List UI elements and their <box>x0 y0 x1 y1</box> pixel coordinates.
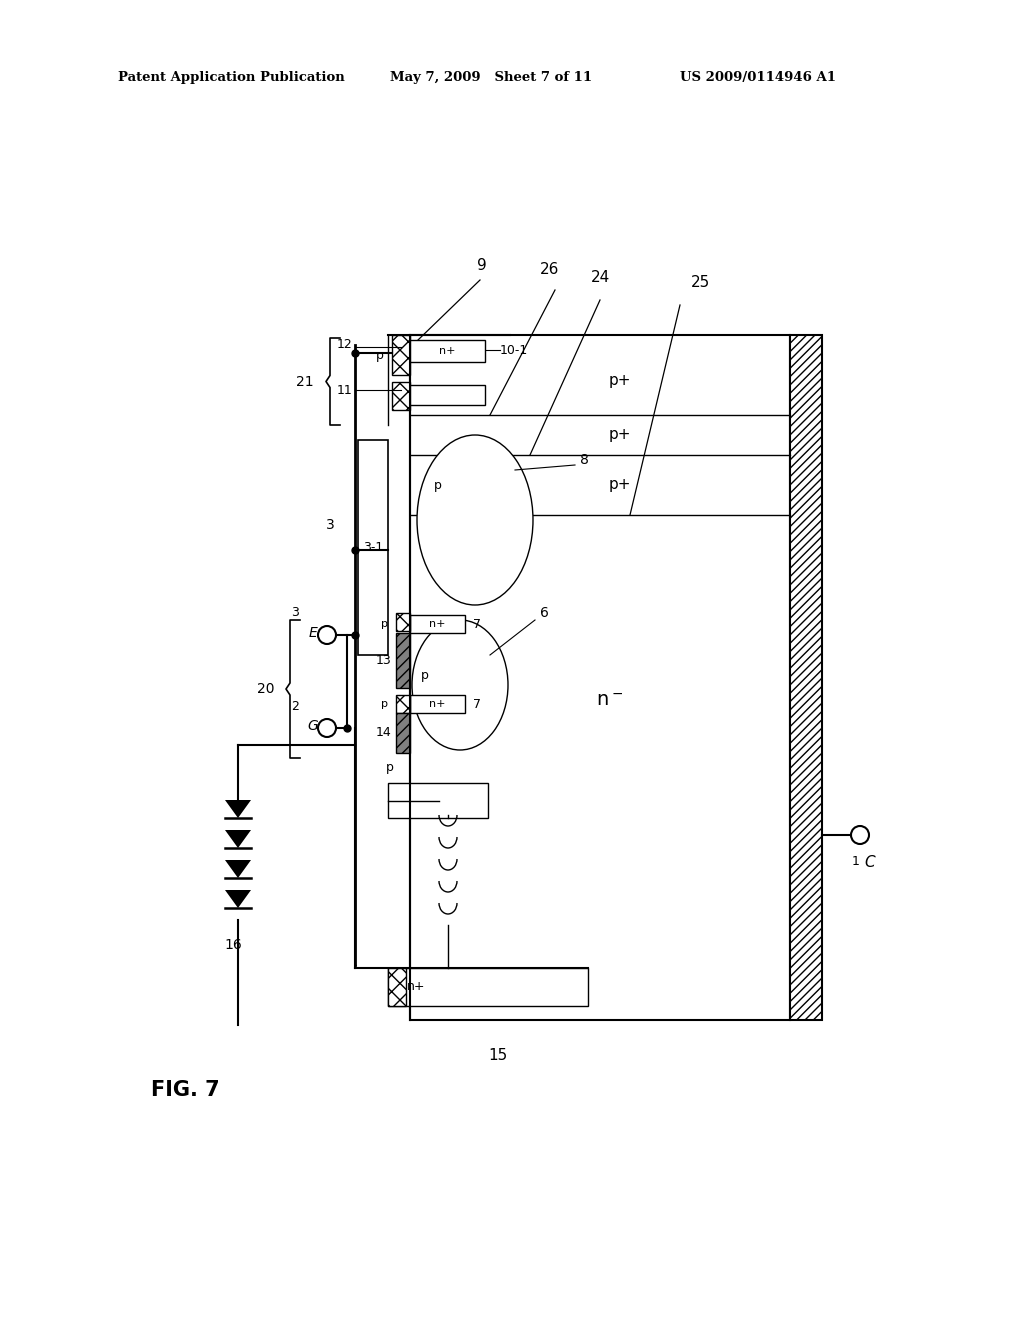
Text: Patent Application Publication: Patent Application Publication <box>118 71 345 84</box>
Text: n+: n+ <box>429 700 445 709</box>
Text: 3-1: 3-1 <box>362 541 383 554</box>
Text: p: p <box>382 700 388 709</box>
Bar <box>396 713 410 752</box>
Text: 21: 21 <box>296 375 314 388</box>
Bar <box>410 696 465 713</box>
Bar <box>392 381 410 411</box>
Polygon shape <box>225 800 251 818</box>
Bar <box>388 783 488 818</box>
Text: 16: 16 <box>224 939 242 952</box>
Polygon shape <box>225 830 251 847</box>
Polygon shape <box>225 861 251 878</box>
Text: p: p <box>376 348 384 362</box>
Bar <box>396 696 410 713</box>
Bar <box>388 968 588 1006</box>
Circle shape <box>318 719 336 737</box>
Text: n+: n+ <box>439 346 456 356</box>
Bar <box>790 335 822 1020</box>
Text: 13: 13 <box>375 653 391 667</box>
Text: 12: 12 <box>336 338 352 351</box>
Text: E: E <box>308 626 317 640</box>
Text: n+: n+ <box>407 981 425 994</box>
Text: 9: 9 <box>477 257 486 273</box>
Text: p+: p+ <box>608 372 631 388</box>
Circle shape <box>318 626 336 644</box>
Text: 26: 26 <box>541 261 560 277</box>
Text: 7: 7 <box>473 697 481 710</box>
Bar <box>392 335 410 375</box>
Bar <box>396 612 410 631</box>
Text: 10-1: 10-1 <box>500 343 528 356</box>
Bar <box>388 968 406 1006</box>
Text: 24: 24 <box>591 271 609 285</box>
Text: 20: 20 <box>256 682 274 696</box>
Text: p: p <box>421 668 429 681</box>
Bar <box>396 634 410 688</box>
Ellipse shape <box>417 436 534 605</box>
Polygon shape <box>225 890 251 908</box>
Ellipse shape <box>412 620 508 750</box>
Text: n$^-$: n$^-$ <box>596 690 624 710</box>
Text: 3: 3 <box>291 606 299 619</box>
Text: p: p <box>434 479 442 491</box>
Text: p+: p+ <box>608 428 631 442</box>
Text: 3: 3 <box>326 517 335 532</box>
Text: 15: 15 <box>488 1048 508 1063</box>
Text: 25: 25 <box>690 275 710 290</box>
Circle shape <box>851 826 869 843</box>
Bar <box>410 385 485 405</box>
Bar <box>410 341 485 362</box>
Bar <box>358 440 388 655</box>
Text: p: p <box>382 619 388 630</box>
Text: 1: 1 <box>852 855 860 869</box>
Text: FIG. 7: FIG. 7 <box>151 1080 219 1100</box>
Text: p+: p+ <box>608 478 631 492</box>
Text: C: C <box>864 855 874 870</box>
Text: 2: 2 <box>291 700 299 713</box>
Text: n+: n+ <box>429 619 445 630</box>
Text: US 2009/0114946 A1: US 2009/0114946 A1 <box>680 71 836 84</box>
Text: 14: 14 <box>375 726 391 739</box>
Bar <box>410 615 465 634</box>
Text: p: p <box>386 762 394 775</box>
Text: 6: 6 <box>540 606 549 620</box>
Text: 7: 7 <box>473 618 481 631</box>
Bar <box>410 335 790 1020</box>
Text: 8: 8 <box>580 453 589 467</box>
Text: G: G <box>307 719 318 733</box>
Text: May 7, 2009   Sheet 7 of 11: May 7, 2009 Sheet 7 of 11 <box>390 71 592 84</box>
Text: 11: 11 <box>336 384 352 396</box>
